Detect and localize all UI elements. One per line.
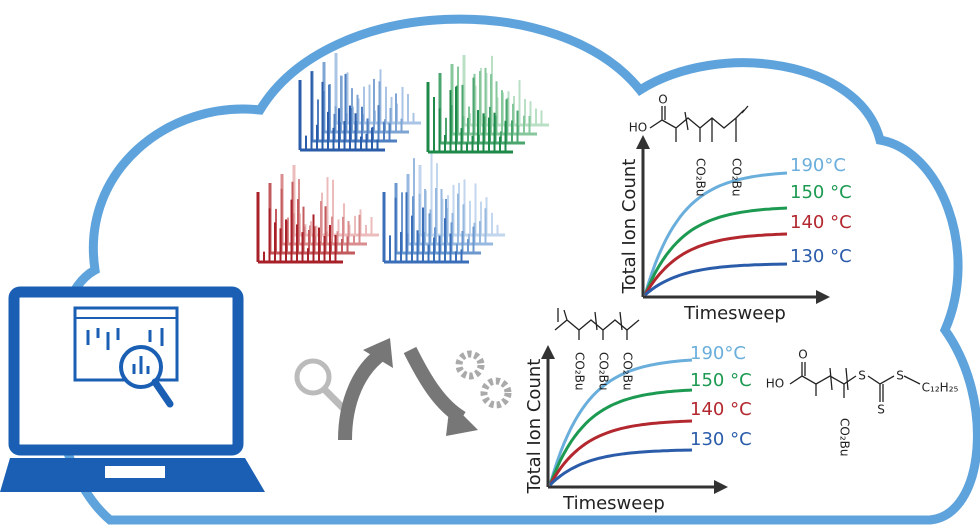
laptop-touchpad — [105, 466, 165, 478]
curve-label: 140 °C — [690, 399, 752, 420]
structure-bonds — [649, 105, 749, 142]
curve-label: 140 °C — [790, 212, 852, 233]
y-axis-label: Total Ion Count — [619, 159, 640, 295]
spectra — [256, 53, 549, 264]
structure-label: CO₂Bu — [597, 352, 611, 390]
screen-bars — [86, 328, 164, 350]
curve-label: 190°C — [690, 343, 746, 364]
laptop — [0, 286, 265, 492]
arrow-up — [338, 349, 385, 441]
curve — [643, 171, 788, 296]
curve — [548, 448, 693, 487]
structure-label: CO₂Bu — [730, 158, 744, 196]
structure-label: HO — [629, 121, 647, 135]
structure-label: CO₂Bu — [838, 418, 852, 456]
lens-bars — [132, 356, 150, 374]
x-axis-label: Timesweep — [683, 303, 786, 324]
curve-label: 130 °C — [790, 246, 852, 267]
structure-label: HO — [766, 377, 784, 391]
curve — [643, 232, 788, 296]
structure-bonds — [789, 362, 921, 402]
cloud — [51, 14, 980, 525]
y-axis-arrow — [636, 135, 650, 149]
structure-label: CO₂Bu — [573, 352, 587, 390]
gear — [480, 377, 512, 409]
plots: Total Ion Count Timesweep 190°C 150 °C 140 °… — [524, 135, 852, 514]
arrow-down-head — [446, 402, 478, 436]
structure-bonds — [554, 308, 640, 340]
structures: HO O CO₂Bu CO₂Bu CO₂Bu CO₂Bu CO₂Bu HO O S S S C₁₂H₂₅… — [554, 93, 959, 456]
curve — [644, 262, 788, 297]
structure-label: S — [877, 403, 885, 417]
curve — [548, 388, 693, 486]
search-icon — [294, 358, 332, 396]
curve-label: 150 °C — [690, 370, 752, 391]
structure-label: CO₂Bu — [694, 158, 708, 196]
y-axis-label: Total Ion Count — [524, 359, 545, 495]
x-axis-arrow — [816, 290, 830, 304]
arrow-up-head — [363, 338, 393, 368]
x-axis-label: Timesweep — [562, 493, 665, 514]
structure-label: S — [858, 369, 866, 383]
curve — [548, 419, 693, 486]
magnifier-handle — [151, 378, 174, 408]
curve — [548, 358, 693, 486]
gear — [455, 350, 485, 380]
y-axis-arrow — [541, 345, 555, 359]
curve-label: 190°C — [790, 155, 846, 176]
structure-label: CO₂Bu — [621, 352, 635, 390]
structure-label: C₁₂H₂₅ — [922, 381, 959, 395]
structure-label: O — [798, 348, 807, 362]
curve — [643, 206, 788, 296]
structure-label: S — [896, 369, 904, 383]
curve-label: 150 °C — [790, 182, 852, 203]
x-axis-arrow — [714, 480, 728, 494]
structure-label: O — [658, 93, 667, 107]
curve-label: 130 °C — [690, 429, 752, 450]
